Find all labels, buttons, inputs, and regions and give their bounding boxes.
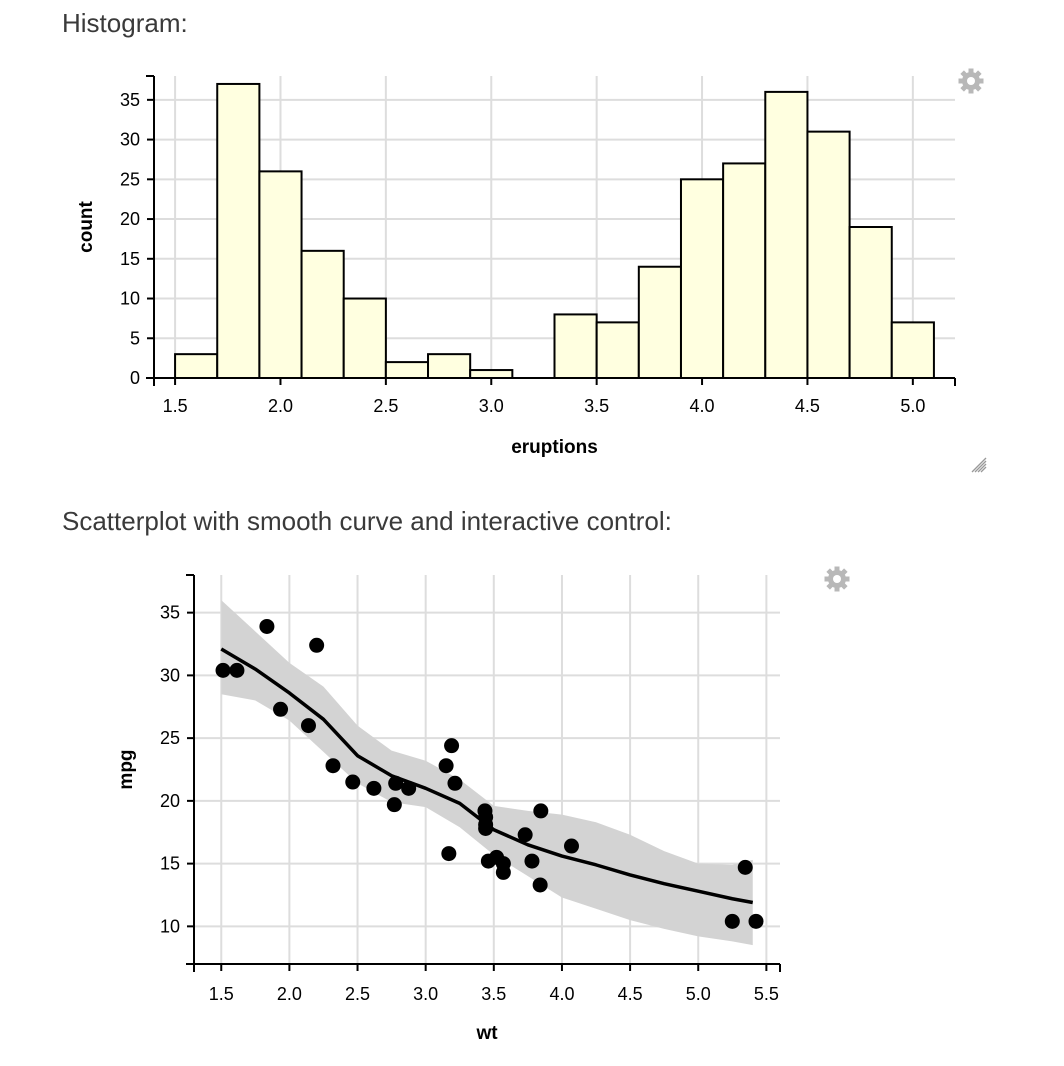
- x-tick-label: 4.0: [690, 396, 715, 416]
- x-tick-label: 3.5: [481, 984, 506, 1004]
- x-tick-label: 5.0: [686, 984, 711, 1004]
- y-tick-label: 35: [120, 90, 140, 110]
- x-tick-label: 2.5: [345, 984, 370, 1004]
- histogram-bar: [890, 321, 935, 379]
- scatter-point: [563, 838, 579, 854]
- scatter-point: [388, 775, 404, 791]
- y-tick-label: 30: [160, 665, 180, 685]
- y-tick-label: 15: [160, 854, 180, 874]
- y-tick-label: 5: [130, 328, 140, 348]
- histogram-bar: [595, 321, 640, 379]
- histogram-bar: [764, 90, 809, 379]
- scatter-point: [737, 859, 753, 875]
- scatter-point: [386, 797, 402, 813]
- gear-icon[interactable]: [824, 566, 850, 592]
- x-tick-label: 5.5: [754, 984, 779, 1004]
- x-tick-label: 2.5: [373, 396, 398, 416]
- scatter-point: [438, 758, 454, 774]
- resize-handle-icon[interactable]: [971, 457, 987, 473]
- scatter-point: [517, 827, 533, 843]
- y-tick-label: 10: [160, 916, 180, 936]
- histogram-bar: [679, 178, 725, 379]
- scatter-point: [748, 913, 764, 929]
- scatter-point: [259, 618, 275, 634]
- histogram-bar: [174, 353, 219, 380]
- y-axis-title: count: [76, 200, 97, 252]
- histogram-bar: [848, 226, 893, 379]
- confidence-band: [221, 600, 753, 946]
- y-tick-label: 20: [120, 209, 140, 229]
- y-tick-label: 35: [160, 603, 180, 623]
- x-tick-label: 1.5: [163, 396, 188, 416]
- scatter-point: [447, 775, 463, 791]
- scatter-point: [309, 637, 325, 653]
- gear-icon[interactable]: [958, 68, 984, 94]
- histogram-bar: [722, 162, 767, 379]
- scatter-point: [724, 913, 740, 929]
- scatter-point: [533, 803, 549, 819]
- y-tick-label: 25: [120, 169, 140, 189]
- x-tick-label: 2.0: [268, 396, 293, 416]
- histogram-bar: [258, 170, 303, 379]
- scatter-point: [444, 738, 460, 754]
- scatter-point: [401, 780, 417, 796]
- scatter-point: [325, 758, 341, 774]
- scatter-point: [366, 780, 382, 796]
- x-tick-label: 3.0: [413, 984, 438, 1004]
- x-tick-label: 4.5: [618, 984, 643, 1004]
- x-tick-label: 3.0: [479, 396, 504, 416]
- histogram-bar: [216, 82, 261, 380]
- smooth-curve: [220, 647, 754, 905]
- y-tick-label: 30: [120, 130, 140, 150]
- y-tick-label: 25: [160, 728, 180, 748]
- x-axis-title: eruptions: [511, 437, 598, 458]
- scatter-point: [495, 864, 511, 880]
- x-tick-label: 5.0: [900, 396, 925, 416]
- histogram-bar: [637, 265, 682, 380]
- x-tick-label: 4.5: [795, 396, 820, 416]
- histogram-chart: 1.5 2.0 2.5 3.0 3.5 4.0 4.5 5.0 0 5 10 15 20 25 30 35 er…: [76, 75, 956, 458]
- histogram-bar: [469, 369, 514, 380]
- histogram-section-title: Histogram:: [62, 8, 188, 38]
- scatter-point: [215, 662, 231, 678]
- scatterplot-section-title: Scatterplot with smooth curve and intera…: [62, 506, 672, 536]
- x-tick-label: 1.5: [209, 984, 234, 1004]
- scatter-point: [229, 662, 245, 678]
- x-tick-label: 2.0: [277, 984, 302, 1004]
- y-tick-label: 0: [130, 368, 140, 388]
- x-axis-title: wt: [475, 1023, 498, 1044]
- histogram-bar: [427, 353, 472, 380]
- scatter-point: [441, 846, 457, 862]
- scatter-point: [532, 877, 548, 893]
- scatter-point: [345, 774, 361, 790]
- scatter-point: [300, 718, 316, 734]
- y-tick-label: 20: [160, 791, 180, 811]
- histogram-bar: [342, 297, 387, 379]
- scatterplot-chart: 1.5 2.0 2.5 3.0 3.5 4.0 4.5 5.0 5.5 10 15 20 25 30 35 w…: [116, 574, 781, 1044]
- histogram-bar: [300, 249, 345, 379]
- x-tick-label: 3.5: [584, 396, 609, 416]
- x-tick-label: 4.0: [549, 984, 574, 1004]
- histogram-bar: [384, 361, 430, 379]
- scatter-point: [273, 701, 289, 717]
- y-axis-title: mpg: [116, 749, 137, 789]
- histogram-bar: [553, 313, 598, 379]
- scatter-point: [524, 853, 540, 869]
- y-tick-label: 15: [120, 249, 140, 269]
- histogram-bar: [806, 130, 851, 379]
- scatter-point: [478, 817, 494, 833]
- y-tick-label: 10: [120, 289, 140, 309]
